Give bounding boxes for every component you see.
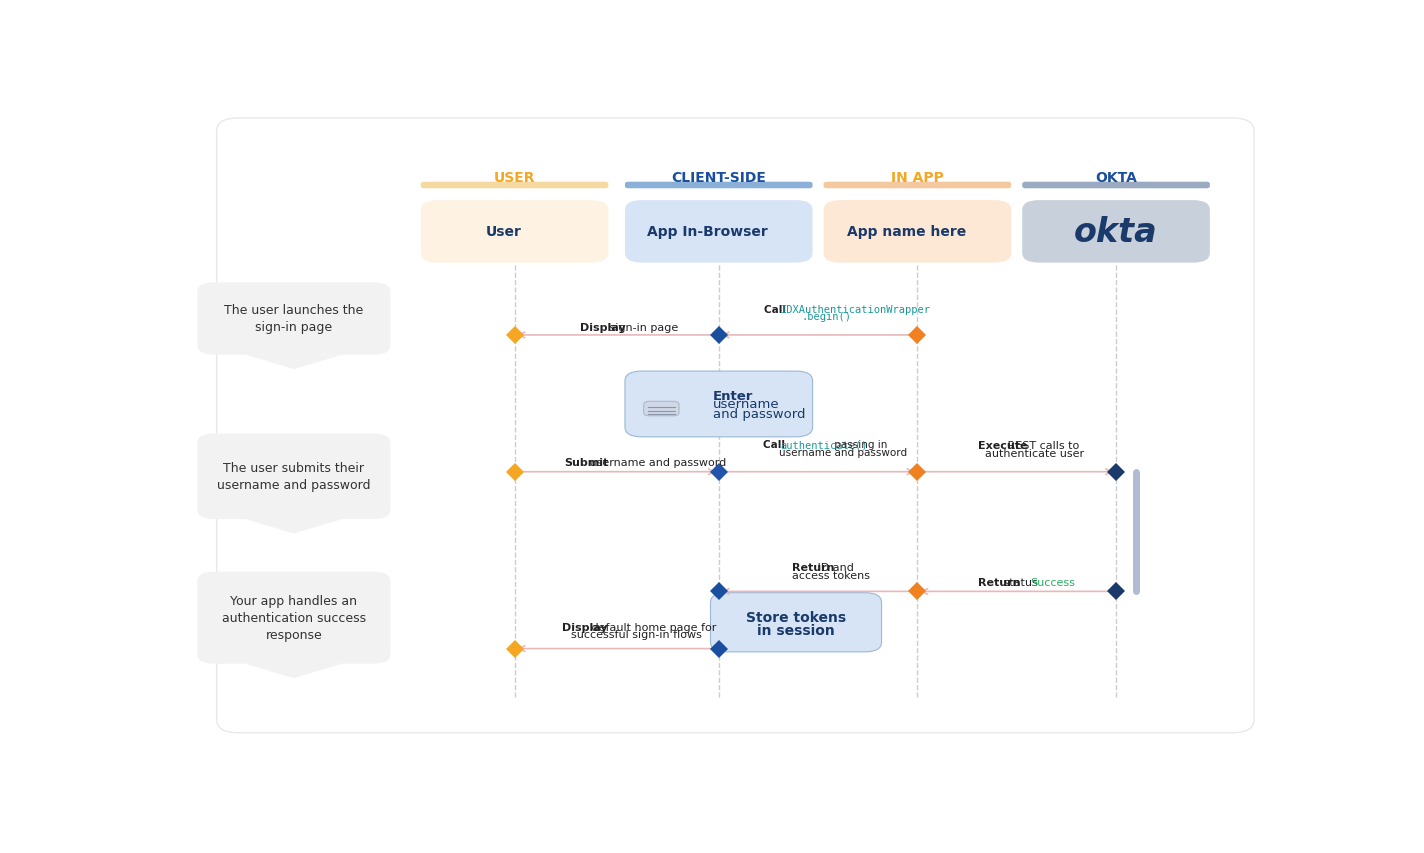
Text: Display: Display: [580, 322, 625, 332]
Text: Enter: Enter: [713, 390, 753, 403]
Text: ID and: ID and: [815, 563, 854, 573]
Text: Your app handles an
authentication success
response: Your app handles an authentication succe…: [222, 595, 366, 641]
Text: Submit: Submit: [564, 457, 608, 467]
Polygon shape: [245, 519, 342, 534]
FancyBboxPatch shape: [625, 183, 813, 189]
Text: in session: in session: [758, 624, 834, 637]
Text: The user submits their
username and password: The user submits their username and pass…: [216, 461, 370, 491]
FancyBboxPatch shape: [422, 201, 608, 264]
Text: OKTA: OKTA: [1095, 171, 1136, 185]
Polygon shape: [245, 664, 342, 678]
Text: CLIENT-SIDE: CLIENT-SIDE: [671, 171, 766, 185]
Text: Call: Call: [763, 305, 789, 315]
Text: REST calls to: REST calls to: [1004, 441, 1079, 450]
Text: Execute: Execute: [978, 441, 1027, 450]
Text: sign-in page: sign-in page: [607, 322, 678, 332]
Text: App name here: App name here: [847, 225, 965, 239]
Text: username: username: [713, 398, 780, 411]
FancyBboxPatch shape: [1022, 183, 1210, 189]
Text: successful sign-in flows: successful sign-in flows: [571, 630, 702, 640]
Text: Success: Success: [1030, 577, 1075, 587]
FancyBboxPatch shape: [625, 201, 813, 264]
FancyBboxPatch shape: [422, 183, 608, 189]
Text: User: User: [486, 225, 521, 239]
Text: authenticate user: authenticate user: [985, 449, 1084, 458]
FancyBboxPatch shape: [216, 119, 1255, 733]
FancyBboxPatch shape: [711, 593, 881, 652]
Text: username and password: username and password: [587, 457, 726, 467]
Text: Call: Call: [763, 440, 789, 450]
Text: App In-Browser: App In-Browser: [648, 225, 768, 239]
FancyBboxPatch shape: [198, 572, 390, 664]
Text: Store tokens: Store tokens: [746, 610, 846, 624]
Text: IDXAuthenticationWrapper: IDXAuthenticationWrapper: [782, 305, 931, 315]
Text: USER: USER: [494, 171, 535, 185]
Text: Display: Display: [562, 622, 608, 632]
Text: .begin(): .begin(): [802, 311, 852, 322]
Text: default home page for: default home page for: [588, 622, 716, 632]
Text: username and password: username and password: [779, 447, 907, 457]
Text: access tokens: access tokens: [792, 571, 870, 581]
Text: okta: okta: [1074, 216, 1158, 248]
Text: Return: Return: [978, 577, 1020, 587]
Text: IN APP: IN APP: [891, 171, 944, 185]
FancyBboxPatch shape: [625, 372, 813, 438]
FancyBboxPatch shape: [823, 201, 1011, 264]
FancyBboxPatch shape: [198, 283, 390, 355]
FancyBboxPatch shape: [644, 402, 679, 416]
Text: status: status: [1000, 577, 1041, 587]
FancyBboxPatch shape: [1022, 201, 1210, 264]
Text: authenticate(): authenticate(): [780, 440, 867, 450]
Text: and password: and password: [713, 407, 806, 421]
Text: The user launches the
sign-in page: The user launches the sign-in page: [224, 305, 363, 334]
FancyBboxPatch shape: [198, 434, 390, 519]
Polygon shape: [245, 355, 342, 369]
Text: passing in: passing in: [830, 440, 887, 450]
Text: Return: Return: [792, 563, 834, 573]
FancyBboxPatch shape: [823, 183, 1011, 189]
